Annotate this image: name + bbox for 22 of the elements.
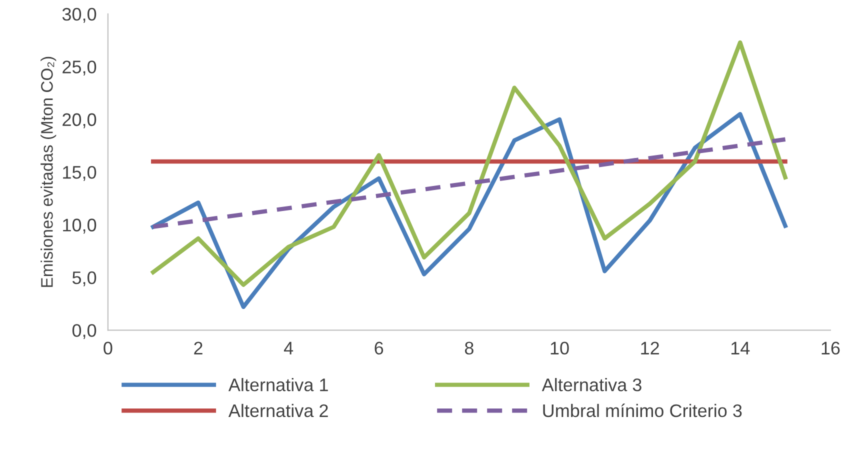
x-tick-label: 14 bbox=[731, 342, 750, 354]
x-tick-label: 6 bbox=[374, 342, 384, 355]
y-tick-label: 0,0 bbox=[72, 324, 96, 340]
legend-label: Alternativa 1 bbox=[228, 378, 328, 392]
x-tick-label: 0 bbox=[104, 342, 112, 355]
y-tick-label: 20,0 bbox=[62, 113, 96, 128]
legend-label: Alternativa 2 bbox=[228, 404, 328, 418]
x-tick-label: 2 bbox=[194, 342, 202, 354]
y-axis-title: Emisiones evitadas (Mton CO₂) bbox=[40, 56, 56, 287]
y-tick-label: 5,0 bbox=[72, 271, 96, 286]
x-tick-label: 4 bbox=[284, 342, 294, 354]
x-tick-label: 8 bbox=[464, 342, 474, 355]
y-tick-label: 10,0 bbox=[63, 218, 96, 234]
y-tick-label: 15,0 bbox=[63, 166, 96, 181]
y-tick-label: 30,0 bbox=[62, 8, 96, 23]
x-tick-label: 12 bbox=[641, 342, 659, 354]
x-tick-label: 16 bbox=[822, 342, 840, 355]
x-tick-label: 10 bbox=[550, 342, 569, 355]
y-tick-label: 25,0 bbox=[62, 60, 96, 76]
line-series bbox=[151, 40, 788, 287]
legend-label: Alternativa 3 bbox=[542, 378, 642, 392]
legend-label: Umbral mínimo Criterio 3 bbox=[543, 404, 742, 418]
